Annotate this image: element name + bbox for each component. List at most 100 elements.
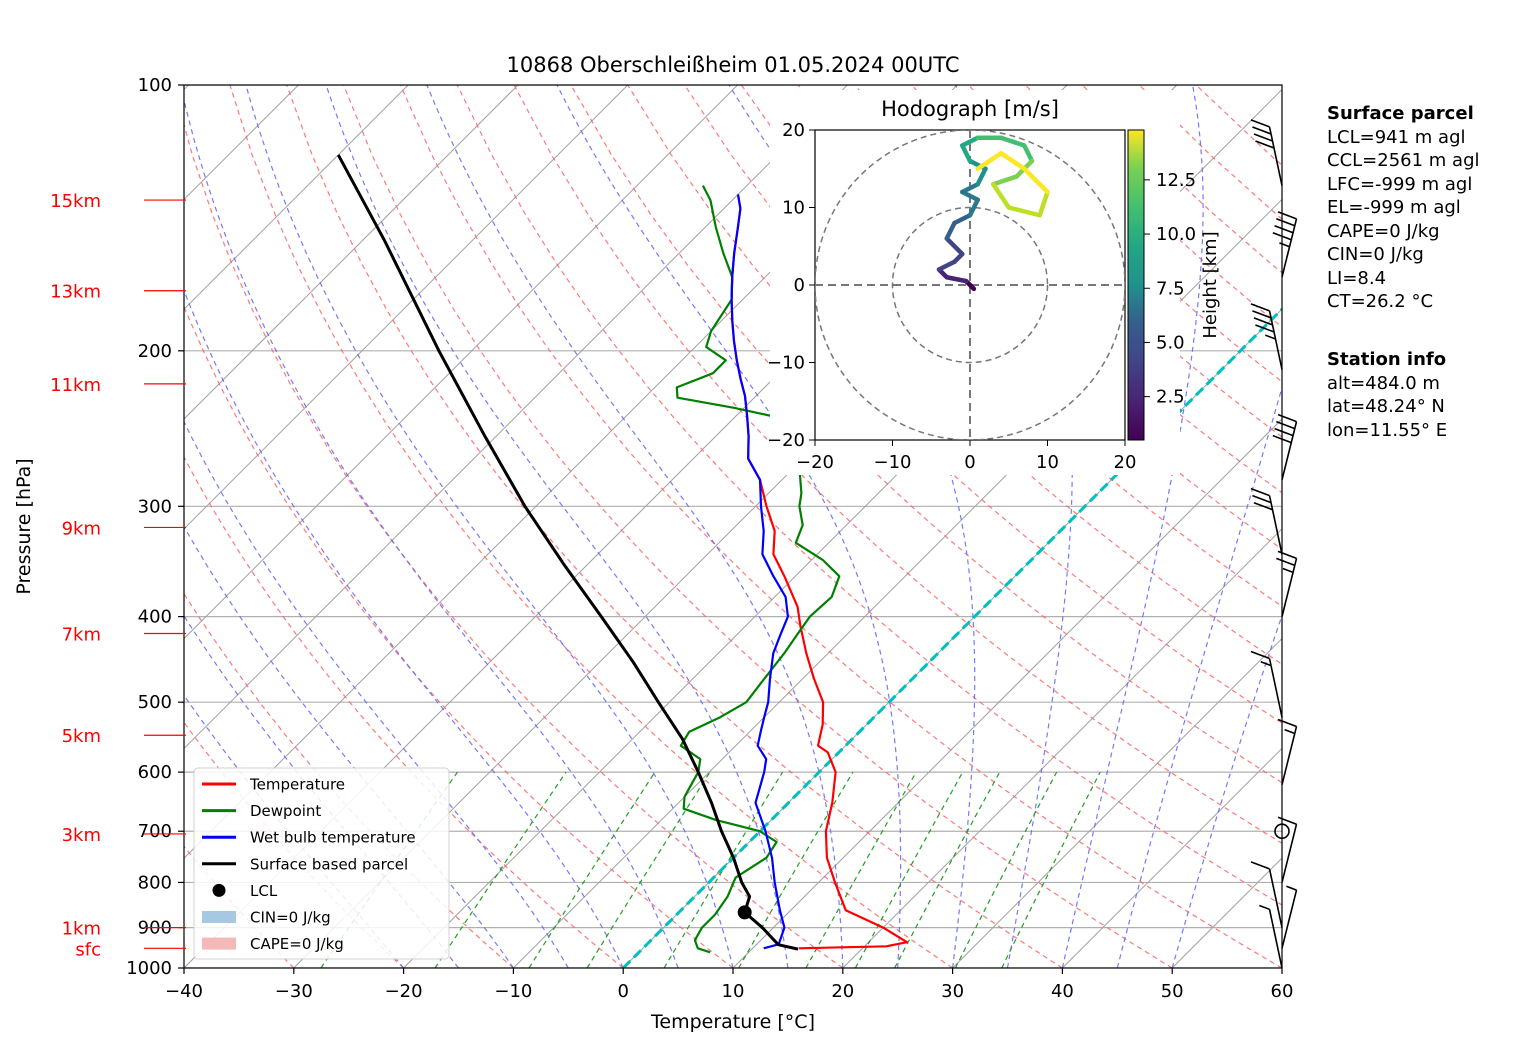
dry-adiabat-line [229,85,953,968]
hodograph-segment [960,182,980,195]
barb-feather [1272,434,1292,444]
height-label: sfc [75,939,101,960]
colorbar-tick-label: 10.0 [1156,224,1196,245]
mixing-ratio-line [738,771,854,968]
hodograph-segment [1022,166,1050,195]
colorbar-tick-label: 5.0 [1156,332,1185,353]
barb-feather [1260,660,1272,667]
x-tick-label: 50 [1161,981,1184,1002]
surface-parcel-cin: CIN=0 J/kg [1327,244,1424,265]
wind-barb [1250,487,1283,555]
isotherm-line [952,637,1282,968]
mixing-ratio-line [954,771,1058,968]
dry-adiabat-line [184,455,624,968]
x-tick-label: 20 [831,981,854,1002]
wind-barb [1250,119,1283,186]
barb-staff [1281,824,1298,883]
barb-feather [1250,487,1270,497]
dry-adiabat-line [513,85,1282,844]
legend-swatch [202,911,236,923]
surface-parcel-panel: Surface parcel LCL=941 m agl CCL=2561 m … [1327,102,1480,314]
profile-dewpoint [675,185,841,954]
legend-swatch [202,937,236,950]
hodograph-segment [960,189,980,202]
colorbar-tick-label: 2.5 [1156,387,1185,408]
wind-barb [1250,303,1283,370]
wind-barb [1274,823,1290,840]
barb-staff [1268,495,1283,555]
barb-feather [1252,126,1272,135]
hodograph-x-tick-label: −10 [874,452,912,473]
hodograph-ring [891,206,1049,364]
legend-label: Temperature [249,776,345,794]
y-axis-label: Pressure [hPa] [13,458,35,594]
hodograph-segment [998,151,1027,171]
wind-barb [1276,550,1298,617]
wind-barb [1277,816,1298,883]
hodograph-segment [998,135,1027,148]
barb-staff [1268,310,1283,370]
barb-feather [1255,324,1275,333]
y-tick-label: 1000 [126,958,172,979]
hodograph-y-tick-label: 0 [794,275,805,296]
hodograph-segment [1022,143,1035,164]
y-tick-label: 200 [138,341,172,362]
x-tick-label: 30 [941,981,964,1002]
height-label: 5km [62,726,101,747]
dry-adiabat-line [399,85,1282,968]
legend-label: LCL [250,882,278,900]
barb-feather [1265,334,1276,340]
y-tick-label: 100 [138,75,172,96]
y-tick-label: 400 [138,607,172,628]
barb-staff [1268,909,1283,969]
surface-parcel-li: LI=8.4 [1327,267,1387,289]
mixing-ratio-line [586,771,711,968]
barb-staff [1281,889,1298,949]
isotherm-line [184,85,409,310]
barb-feather [1253,133,1273,142]
dry-adiabat-line [286,85,1063,968]
moist-adiabat-line [1116,385,1282,968]
legend-label: CIN=0 J/kg [250,909,331,927]
wind-barb [1277,718,1298,785]
height-label: 3km [62,825,101,846]
barb-staff [1268,658,1283,718]
barb-feather [1276,218,1296,227]
y-tick-label: 500 [138,692,172,713]
hodograph-segment [991,182,1011,210]
surface-parcel-ct: CT=26.2 °C [1327,291,1434,312]
dry-adiabat-line [184,721,405,968]
barb-staff [1281,558,1298,617]
wind-barb [1250,650,1283,718]
x-axis-label: Temperature [°C] [650,1011,815,1033]
x-tick-label: 10 [722,981,745,1002]
x-tick-label: 0 [617,981,628,1002]
hodograph-y-tick-label: 10 [782,198,805,219]
station-info-panel: Station info alt=484.0 m lat=48.24° N lo… [1327,348,1447,442]
barb-staff [1281,218,1298,278]
dry-adiabat-line [184,122,844,968]
hodograph-x-tick-label: 10 [1036,452,1059,473]
mixing-ratio-line [434,771,567,968]
hodograph-segment [936,259,957,272]
legend-label: CAPE=0 J/kg [250,935,344,953]
x-tick-label: 40 [1051,981,1074,1002]
legend-box [193,767,450,960]
hodograph-segment [944,275,969,284]
isotherm-line [184,85,738,640]
isotherm-line [1062,747,1282,968]
hodograph-segment [944,236,965,257]
hodograph-segment [975,151,1004,171]
mixing-ratio-line [854,771,964,968]
surface-parcel-header: Surface parcel [1327,103,1474,124]
wind-barb [1272,413,1298,481]
hodograph-x-tick-label: 0 [964,452,975,473]
legend-label: Wet bulb temperature [250,829,416,847]
x-tick-label: −10 [494,981,532,1002]
y-tick-label: 600 [138,762,172,783]
barb-feather [1274,427,1294,437]
calm-circle [1274,823,1290,840]
hodograph-segment [967,197,980,218]
lcl-marker [737,905,752,920]
isotherm-line [842,528,1282,968]
